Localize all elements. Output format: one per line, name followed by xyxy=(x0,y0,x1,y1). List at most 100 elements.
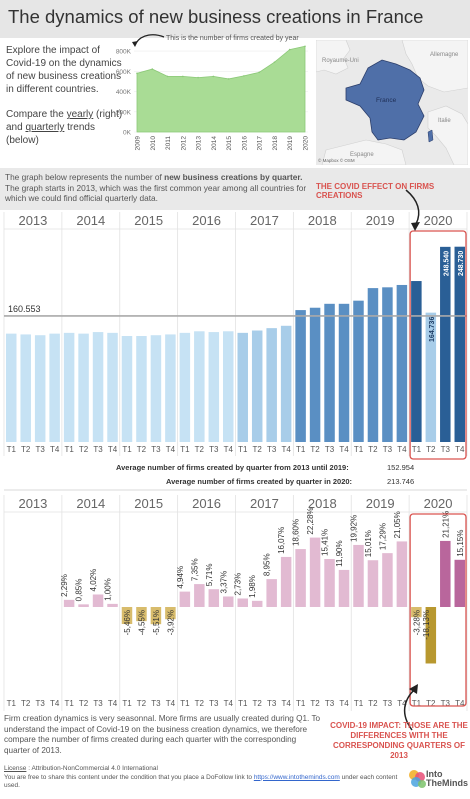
quarter-bar xyxy=(63,332,75,442)
data-point xyxy=(258,71,260,74)
band-text-bold: new business creations by quarter. xyxy=(164,172,303,182)
data-point xyxy=(227,78,230,80)
reference-line-label: 160.553 xyxy=(8,304,41,314)
year-header: 2019 xyxy=(366,496,395,511)
map-label-es: Espagne xyxy=(350,152,374,158)
bar-value-label: 4,94% xyxy=(176,566,185,589)
quarter-label: T4 xyxy=(50,445,60,454)
quarter-bar xyxy=(440,246,451,442)
quarter-bar xyxy=(150,335,162,442)
difference-bar xyxy=(237,598,248,607)
quarter-label: T4 xyxy=(455,445,465,454)
yearly-link[interactable]: yearly xyxy=(66,109,94,120)
quarter-bar xyxy=(266,328,277,442)
band-text-part: The graph below represents the number of xyxy=(5,172,165,182)
difference-bar xyxy=(454,559,466,607)
intro-text-part: (right) and xyxy=(6,109,123,133)
map-label-fr: France xyxy=(376,97,397,104)
quarter-label: T3 xyxy=(267,445,277,454)
quarter-label: T4 xyxy=(339,445,349,454)
year-header: 2018 xyxy=(308,496,337,511)
bar-value-label: 1,00% xyxy=(104,578,113,601)
intro-text: Explore the impact of Covid-19 on the dy… xyxy=(6,44,128,159)
difference-bar xyxy=(194,584,205,607)
year-header: 2014 xyxy=(76,496,105,511)
quarter-bar xyxy=(49,333,60,442)
quarter-label: T3 xyxy=(209,699,219,708)
bar-value-label: -3,28% xyxy=(412,610,421,635)
quarter-label: T3 xyxy=(93,445,103,454)
quarter-label: T3 xyxy=(36,445,46,454)
bar-value-label: 17,29% xyxy=(378,523,387,550)
quarter-label: T1 xyxy=(296,699,306,708)
bar-value-label: 248.730 xyxy=(458,251,465,276)
quarter-label: T3 xyxy=(383,699,393,708)
intro-paragraph-2: Compare the yearly (right) and quarterly… xyxy=(6,108,128,147)
yearly-area-chart: 0K 200K 400K 600K 800K 2009 2010 2011 2012 2013 20… xyxy=(116,34,310,151)
title-band: The dynamics of new business creations i… xyxy=(0,0,470,38)
quarter-label: T2 xyxy=(368,699,378,708)
bar-value-label: -18,13% xyxy=(422,610,431,640)
quarter-label: T4 xyxy=(224,699,234,708)
quarter-label: T2 xyxy=(310,699,320,708)
difference-bar xyxy=(425,607,437,664)
year-header: 2017 xyxy=(250,496,279,511)
x-tick-label: 2019 xyxy=(287,136,294,151)
year-header: 2016 xyxy=(192,213,221,228)
covid-arrow-head xyxy=(411,222,420,231)
difference-bar xyxy=(208,589,220,607)
difference-bar xyxy=(396,541,408,607)
quarter-bar xyxy=(208,332,220,442)
data-point xyxy=(136,72,138,75)
avg-2020-value: 213.746 xyxy=(387,477,414,486)
difference-bar xyxy=(179,591,191,607)
quarterly-link[interactable]: quarterly xyxy=(25,122,65,133)
x-tick-label: 2009 xyxy=(135,136,142,151)
bar-value-label: 5,71% xyxy=(205,564,214,587)
band-text-part: The graph starts in 2013, which was the … xyxy=(5,182,307,204)
covid-impact-arrow-head xyxy=(409,684,418,694)
intro-text-part: Compare the xyxy=(6,109,67,120)
page-title: The dynamics of new business creations i… xyxy=(8,6,424,27)
bar-value-label: 18,60% xyxy=(292,519,301,546)
bar-value-label: 248.540 xyxy=(443,251,450,276)
year-header: 2015 xyxy=(134,213,163,228)
bar-value-label: -4,55% xyxy=(137,610,146,635)
difference-bar xyxy=(150,607,162,625)
avg-2013-2019-label: Average number of firms created by quart… xyxy=(116,463,349,472)
license-label[interactable]: License xyxy=(4,765,27,772)
bar-value-label: 22,28% xyxy=(306,507,315,534)
bar-value-label: 16,07% xyxy=(277,527,286,554)
europe-map[interactable]: Royaume-Uni Allemagne France Italie Espa… xyxy=(316,40,468,165)
quarter-label: T1 xyxy=(296,445,306,454)
data-point xyxy=(197,76,199,79)
logo-text: Into TheMinds xyxy=(426,770,468,788)
quarter-bar xyxy=(92,332,104,442)
difference-bar xyxy=(223,596,234,607)
difference-bar xyxy=(353,544,364,607)
logo-line-2: TheMinds xyxy=(426,778,468,788)
quarter-label: T3 xyxy=(151,445,161,454)
quarter-label: T3 xyxy=(325,699,335,708)
intotheminds-link[interactable]: https://www.intotheminds.com xyxy=(253,773,340,781)
quarter-label: T2 xyxy=(79,699,89,708)
annotation-arrow xyxy=(135,34,165,44)
difference-bar xyxy=(121,607,133,625)
x-tick-label: 2014 xyxy=(211,136,218,151)
quarter-label: T2 xyxy=(426,699,436,708)
uk-shape xyxy=(316,40,351,75)
y-tick-label: 800K xyxy=(116,49,132,56)
license-text: You are free to share this content under… xyxy=(4,773,254,781)
y-tick-label: 600K xyxy=(116,69,132,76)
data-point xyxy=(273,61,276,64)
quarter-bar xyxy=(179,332,191,442)
quarter-bar xyxy=(194,331,205,442)
data-point xyxy=(166,75,169,78)
quarter-label: T1 xyxy=(238,699,248,708)
avg-2020-label: Average number of firms created by quart… xyxy=(166,477,352,486)
bar-value-label: -5,51% xyxy=(152,610,161,635)
quarter-bar xyxy=(353,300,364,442)
difference-bar xyxy=(136,607,147,622)
x-tick-label: 2017 xyxy=(257,136,264,151)
quarter-label: T4 xyxy=(108,699,118,708)
